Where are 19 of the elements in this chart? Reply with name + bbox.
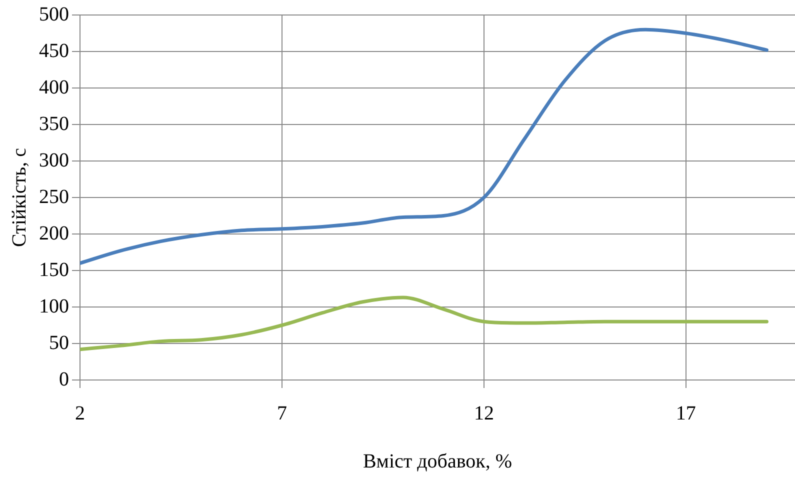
x-axis-title: Вміст добавок, % [362,450,512,472]
y-tick-label: 250 [39,186,69,208]
x-tick-label: 17 [676,402,696,424]
y-tick-label: 400 [39,76,69,98]
y-tick-label: 200 [39,222,69,244]
x-tick-label: 2 [75,402,85,424]
line-series [80,296,768,352]
y-tick-label: 450 [39,40,69,62]
x-tick-label: 12 [474,402,494,424]
y-tick-label: 100 [39,295,69,318]
y-tick-label: 0 [59,368,69,390]
y-tick-label: 500 [39,3,69,26]
y-tick-label: 50 [49,332,69,354]
y-tick-label: 300 [39,149,69,172]
line-series [80,28,768,265]
y-axis-title: Стійкість, с [8,148,30,247]
x-tick-label: 7 [276,402,287,424]
y-tick-label: 150 [39,258,69,281]
y-tick-label: 350 [39,112,69,135]
